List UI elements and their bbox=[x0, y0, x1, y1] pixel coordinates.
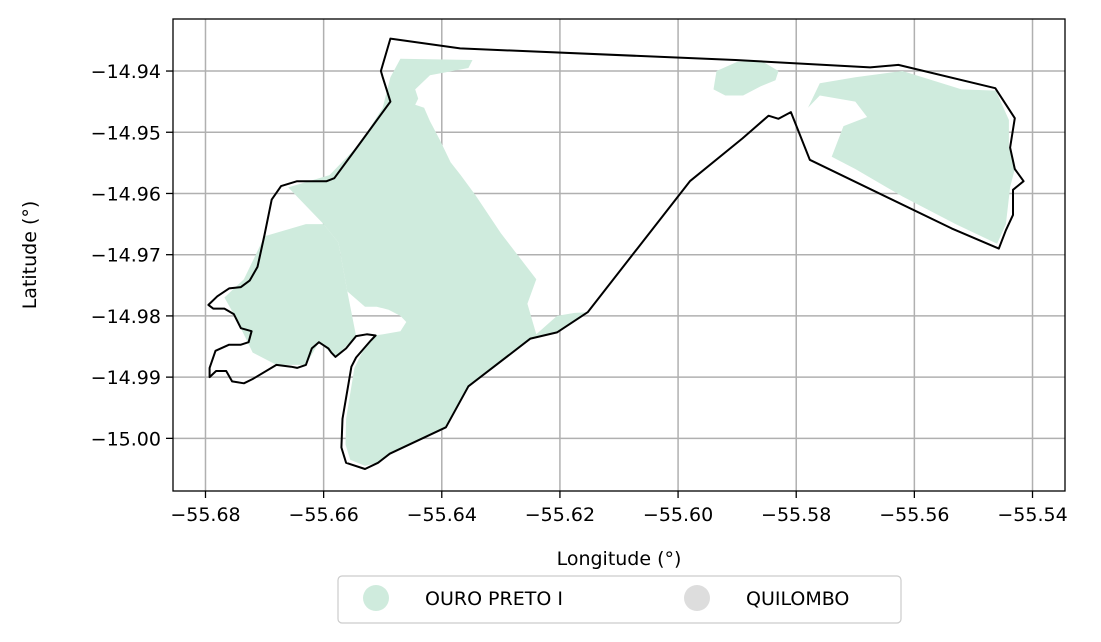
x-tick-label-6: −55.56 bbox=[879, 504, 949, 526]
y-tick-label-0: −14.94 bbox=[91, 61, 161, 83]
y-tick-label-3: −14.97 bbox=[91, 245, 161, 267]
x-tick-label-4: −55.60 bbox=[643, 504, 713, 526]
region-polygon-0-0 bbox=[288, 58, 588, 466]
y-tick-label-4: −14.98 bbox=[91, 306, 161, 328]
y-axis-ticks: −14.94 −14.95 −14.96 −14.97 −14.98 −14.99 −15.… bbox=[91, 61, 173, 450]
x-tick-label-0: −55.68 bbox=[170, 504, 240, 526]
x-tick-label-7: −55.54 bbox=[997, 504, 1067, 526]
y-tick-label-6: −15.00 bbox=[91, 428, 161, 450]
boundary-outline bbox=[207, 37, 1025, 470]
y-tick-label-5: −14.99 bbox=[91, 367, 161, 389]
region-polygons bbox=[224, 58, 1015, 466]
region-polygon-0-2 bbox=[713, 60, 779, 96]
x-tick-label-3: −55.62 bbox=[525, 504, 595, 526]
region-polygon-0-1 bbox=[224, 224, 357, 365]
legend-label-quilombo: QUILOMBO bbox=[746, 588, 849, 610]
x-tick-label-1: −55.66 bbox=[288, 504, 358, 526]
municipality-boundary bbox=[207, 37, 1025, 470]
legend-marker-quilombo bbox=[684, 585, 710, 611]
x-axis-ticks: −55.68 −55.66 −55.64 −55.62 −55.60 −55.58 −55.… bbox=[170, 491, 1068, 526]
legend: OURO PRETO I QUILOMBO bbox=[337, 575, 902, 624]
legend-box bbox=[337, 575, 902, 624]
x-tick-label-5: −55.58 bbox=[761, 504, 831, 526]
legend-label-ouro-preto: OURO PRETO I bbox=[425, 588, 563, 610]
x-axis-label: Longitude (°) bbox=[557, 548, 682, 570]
y-tick-label-2: −14.96 bbox=[91, 183, 161, 205]
y-tick-label-1: −14.95 bbox=[91, 122, 161, 144]
x-tick-label-2: −55.64 bbox=[407, 504, 477, 526]
region-polygon-0-3 bbox=[808, 71, 1015, 244]
legend-marker-ouro-preto bbox=[363, 585, 389, 611]
y-axis-label: Latitude (°) bbox=[19, 201, 41, 310]
